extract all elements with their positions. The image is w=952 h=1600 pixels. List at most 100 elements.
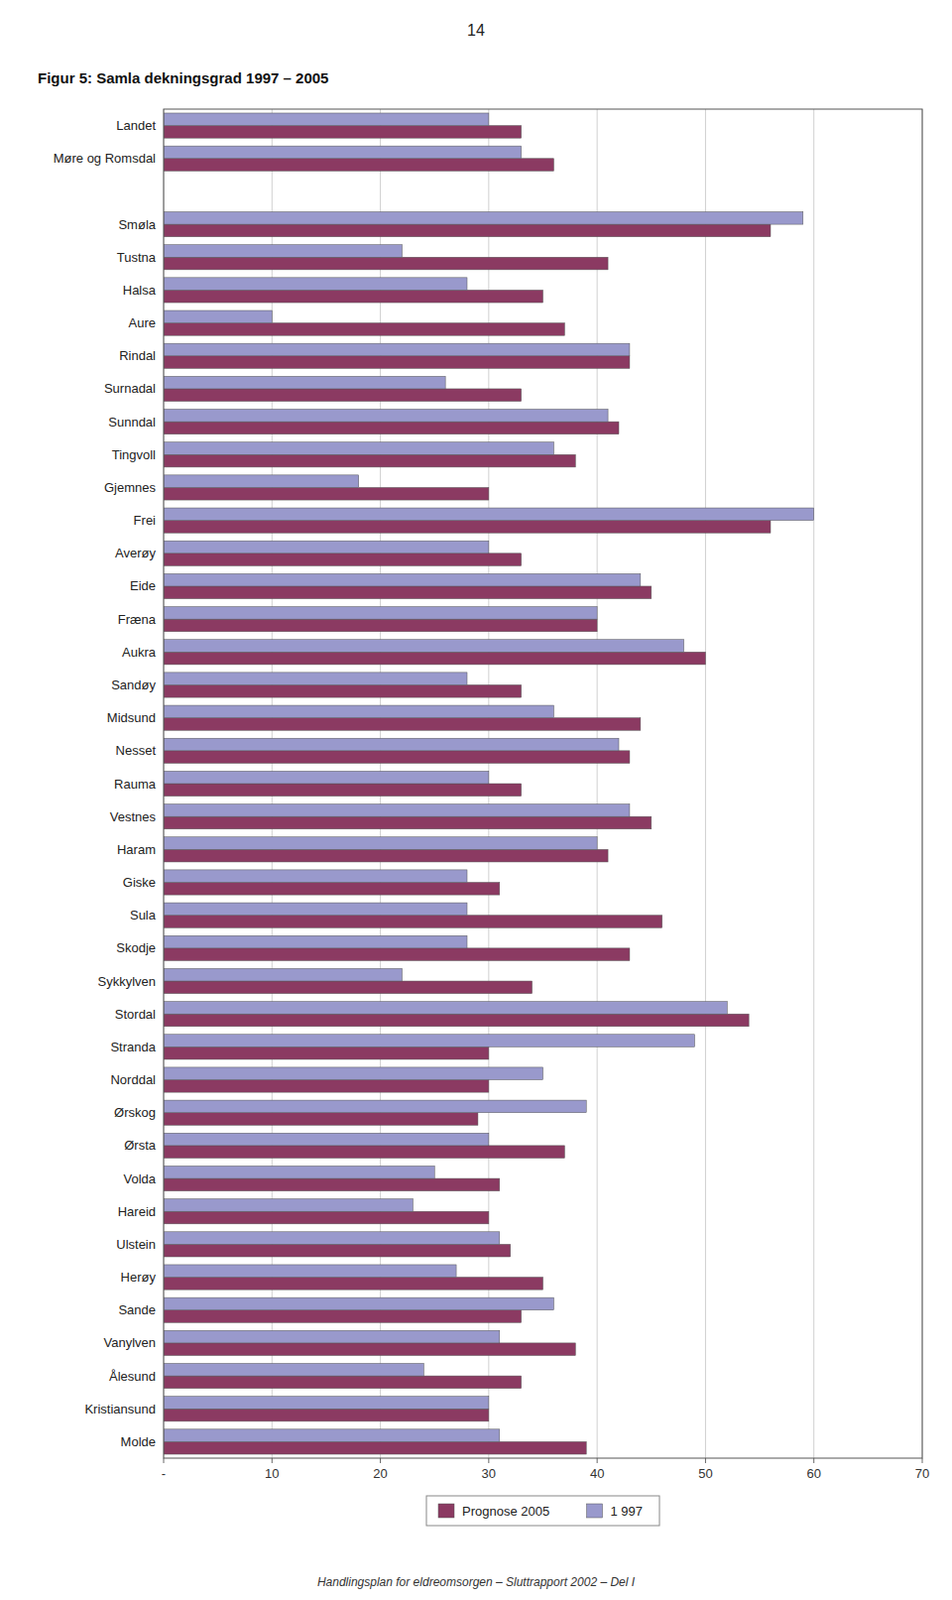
bar — [163, 310, 272, 324]
grid-line — [596, 109, 598, 1458]
bar — [163, 1329, 500, 1343]
page-number: 14 — [467, 21, 485, 39]
bar — [163, 1231, 500, 1245]
bar — [163, 520, 771, 534]
x-tick — [813, 1457, 815, 1463]
y-tick-label: Skodje — [116, 940, 156, 955]
y-tick-label: Stordal — [115, 1006, 156, 1022]
y-tick-label: Averøy — [115, 545, 156, 561]
chart-title: Figur 5: Samla dekningsgrad 1997 – 2005 — [37, 69, 329, 87]
grid-line — [705, 109, 707, 1458]
bar — [163, 289, 544, 303]
y-tick-label: Landet — [116, 118, 156, 133]
x-tick — [271, 1457, 273, 1463]
bar — [163, 454, 576, 468]
bar — [163, 717, 641, 731]
bar — [163, 1178, 500, 1191]
y-tick-label: Norddal — [110, 1071, 156, 1087]
x-tick-label: 20 — [372, 1465, 387, 1481]
bar — [163, 1145, 565, 1159]
bar — [163, 1362, 424, 1376]
bar — [163, 1013, 749, 1027]
y-tick-label: Stranda — [110, 1039, 156, 1055]
x-tick — [922, 1457, 924, 1463]
y-tick-label: Møre og Romsdal — [53, 150, 156, 166]
x-tick-label: - — [161, 1465, 166, 1481]
y-tick-label: Aukra — [121, 644, 157, 660]
y-tick-label: Haram — [117, 841, 156, 857]
bar — [163, 1210, 489, 1224]
y-tick-label: Halsa — [122, 282, 157, 298]
bar — [163, 1440, 587, 1454]
plot-frame — [163, 109, 923, 1458]
bar — [163, 750, 630, 764]
x-tick — [705, 1457, 707, 1463]
bar — [163, 783, 522, 797]
y-tick-label: Sandøy — [111, 677, 156, 693]
bar — [163, 651, 706, 665]
bar — [163, 540, 489, 554]
legend-swatch — [587, 1503, 603, 1518]
bar — [163, 1067, 544, 1080]
bar — [163, 816, 652, 830]
bar — [163, 915, 663, 929]
y-tick-label: Midsund — [107, 710, 156, 725]
y-tick-label: Fræna — [118, 611, 157, 627]
x-tick-label: 30 — [481, 1465, 496, 1481]
y-tick-label: Smøla — [118, 217, 156, 233]
plot-background — [163, 109, 923, 1458]
bar — [163, 586, 652, 599]
bar — [163, 125, 522, 139]
y-tick-label: Rindal — [119, 348, 156, 363]
bar — [163, 1079, 489, 1093]
bar — [163, 770, 489, 784]
bars — [163, 113, 815, 1454]
bar — [163, 256, 608, 270]
bar — [163, 145, 522, 159]
grid-line — [813, 109, 815, 1458]
bar — [163, 1112, 478, 1126]
y-tick-label: Ørskog — [114, 1104, 156, 1120]
bar — [163, 421, 619, 435]
bar — [163, 1396, 489, 1410]
y-tick-label: Rauma — [114, 776, 157, 792]
x-tick-label: 60 — [806, 1465, 821, 1481]
bar — [163, 1034, 696, 1048]
bar — [163, 475, 359, 488]
x-tick-label: 10 — [264, 1465, 279, 1481]
bar — [163, 158, 554, 172]
bar — [163, 1408, 489, 1422]
bar — [163, 684, 522, 698]
legend-box — [426, 1495, 660, 1526]
y-tick-label: Hareid — [118, 1203, 156, 1219]
bar — [163, 244, 402, 258]
bar — [163, 1243, 511, 1257]
bar — [163, 1198, 413, 1212]
bar — [163, 804, 630, 818]
y-tick-label: Tustna — [117, 249, 157, 265]
bar — [163, 1001, 727, 1015]
bar — [163, 442, 554, 456]
bar — [163, 375, 446, 389]
y-tick-label: Ørsta — [123, 1137, 157, 1153]
bar — [163, 1046, 489, 1060]
x-tick-label: 70 — [915, 1465, 930, 1481]
y-tick-label: Sunndal — [108, 414, 156, 430]
x-tick — [163, 1457, 165, 1463]
x-tick-label: 50 — [698, 1465, 713, 1481]
bar — [163, 356, 630, 369]
chart-container: 14Handlingsplan for eldreomsorgen – Slut… — [0, 0, 952, 1600]
bar — [163, 980, 533, 994]
y-tick-label: Frei — [133, 512, 157, 528]
bar — [163, 705, 554, 718]
bar — [163, 1375, 522, 1389]
y-tick-label: Sula — [129, 907, 157, 923]
legend: Prognose 20051 997 — [426, 1495, 660, 1526]
bar — [163, 573, 641, 587]
y-axis: LandetMøre og RomsdalSmølaTustnaHalsaAur… — [53, 118, 157, 1449]
legend-swatch — [438, 1503, 455, 1518]
bar — [163, 113, 489, 126]
bar — [163, 211, 804, 225]
y-tick-label: Eide — [129, 578, 156, 594]
y-tick-label: Sykkylven — [97, 973, 156, 989]
